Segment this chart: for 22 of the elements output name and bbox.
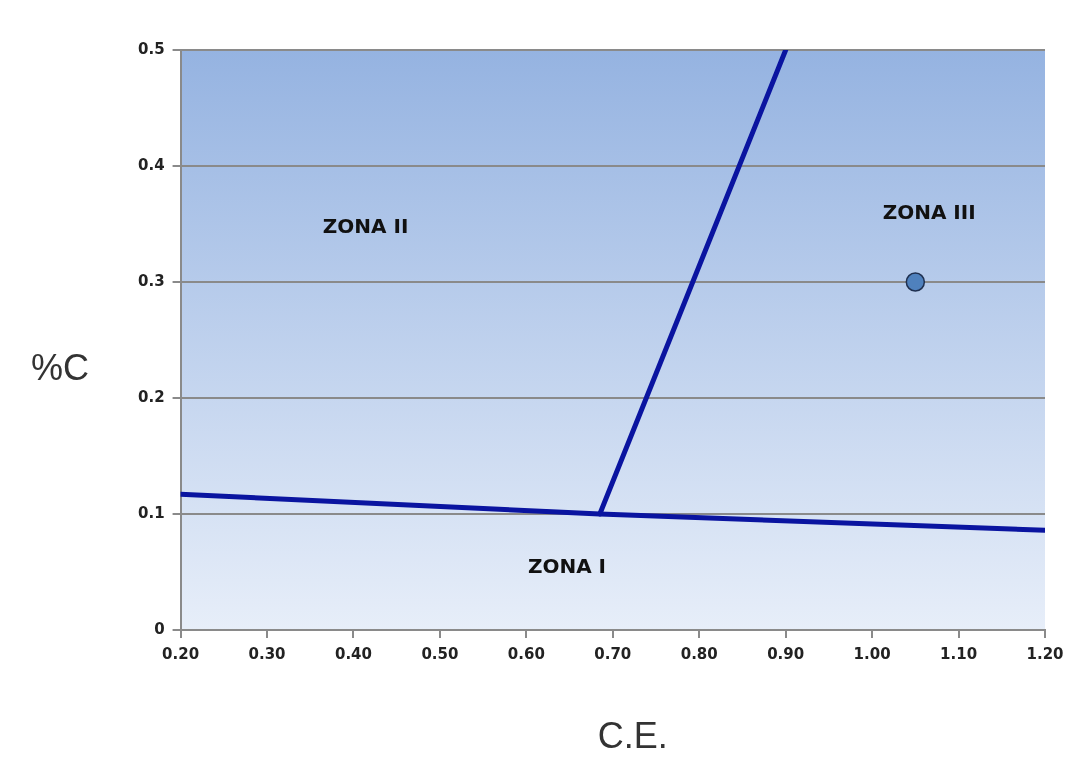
x-tick-label: 1.10 xyxy=(940,644,978,663)
y-tick-label: 0.3 xyxy=(137,271,165,290)
x-axis-title: C.E. xyxy=(597,714,668,756)
y-tick-label: 0.5 xyxy=(137,39,165,58)
x-tick-label: 1.00 xyxy=(853,644,891,663)
x-tick-label: 0.90 xyxy=(767,644,805,663)
x-tick-label: 1.20 xyxy=(1026,644,1064,663)
y-tick-label: 0 xyxy=(154,619,165,638)
x-tick-label: 0.30 xyxy=(248,644,286,663)
y-tick-label: 0.1 xyxy=(137,503,165,522)
x-tick-label: 0.80 xyxy=(680,644,718,663)
y-tick-label: 0.2 xyxy=(137,387,165,406)
x-tick-label: 0.70 xyxy=(594,644,632,663)
annotation: ZONA II xyxy=(322,213,409,238)
x-tick-label: 0.40 xyxy=(334,644,372,663)
y-axis-title: %C xyxy=(30,346,90,388)
y-tick-label: 0.4 xyxy=(137,155,165,174)
x-tick-label: 0.50 xyxy=(421,644,459,663)
annotation: ZONA I xyxy=(527,553,607,578)
annotation: ZONA III xyxy=(882,199,976,224)
x-tick-label: 0.60 xyxy=(507,644,545,663)
x-tick-label: 0.20 xyxy=(162,644,200,663)
